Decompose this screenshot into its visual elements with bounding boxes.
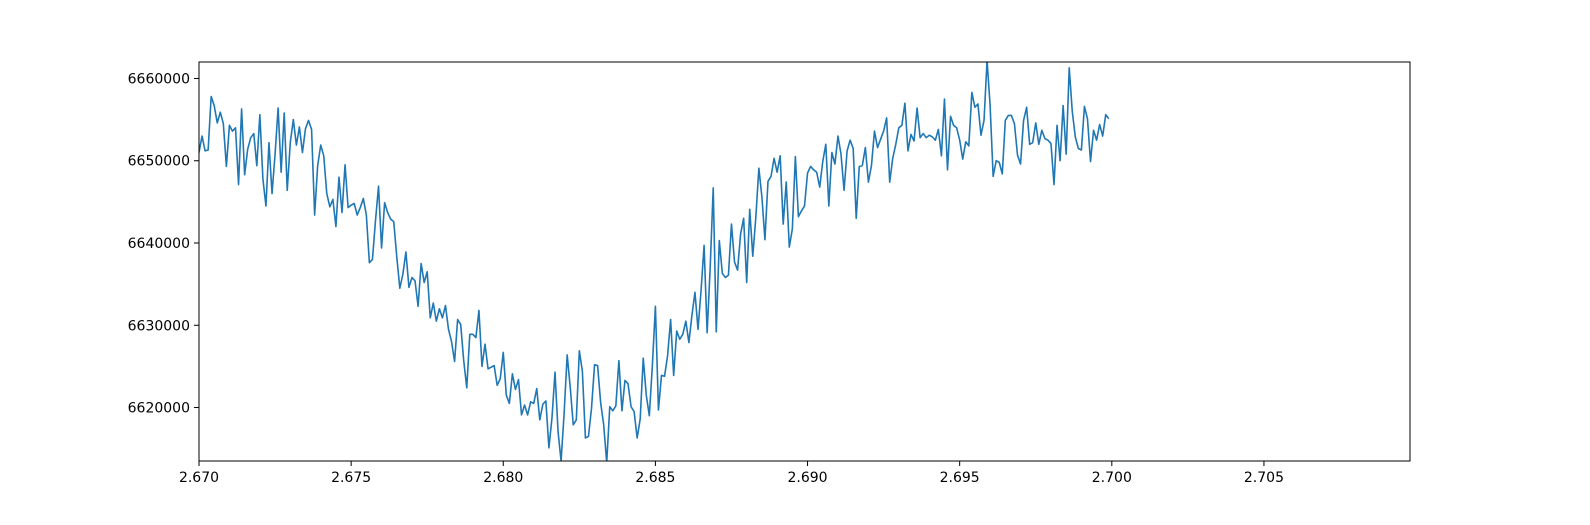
x-tick-label: 2.695 [940, 470, 980, 486]
y-tick-label: 6640000 [128, 236, 190, 252]
x-tick-label: 2.680 [483, 470, 523, 486]
x-tick-label: 2.675 [331, 470, 371, 486]
y-axis: 6620000 6630000 6640000 6650000 6660000 [128, 71, 199, 417]
y-tick-label: 6630000 [128, 318, 190, 334]
y-tick-label: 6660000 [128, 71, 190, 87]
x-tick-label: 2.700 [1092, 470, 1132, 486]
x-axis: 2.670 2.675 2.680 2.685 2.690 2.695 2.700 2.705 [179, 461, 1284, 486]
series-line-0 [199, 62, 1110, 461]
x-tick-label: 2.685 [635, 470, 675, 486]
axes-frame [198, 61, 1411, 462]
y-tick-label: 6650000 [128, 154, 190, 170]
plot-area [199, 62, 1110, 461]
x-tick-label: 2.705 [1244, 470, 1284, 486]
x-tick-label: 2.690 [787, 470, 827, 486]
y-tick-label: 6620000 [128, 401, 190, 417]
x-tick-label: 2.670 [179, 470, 219, 486]
